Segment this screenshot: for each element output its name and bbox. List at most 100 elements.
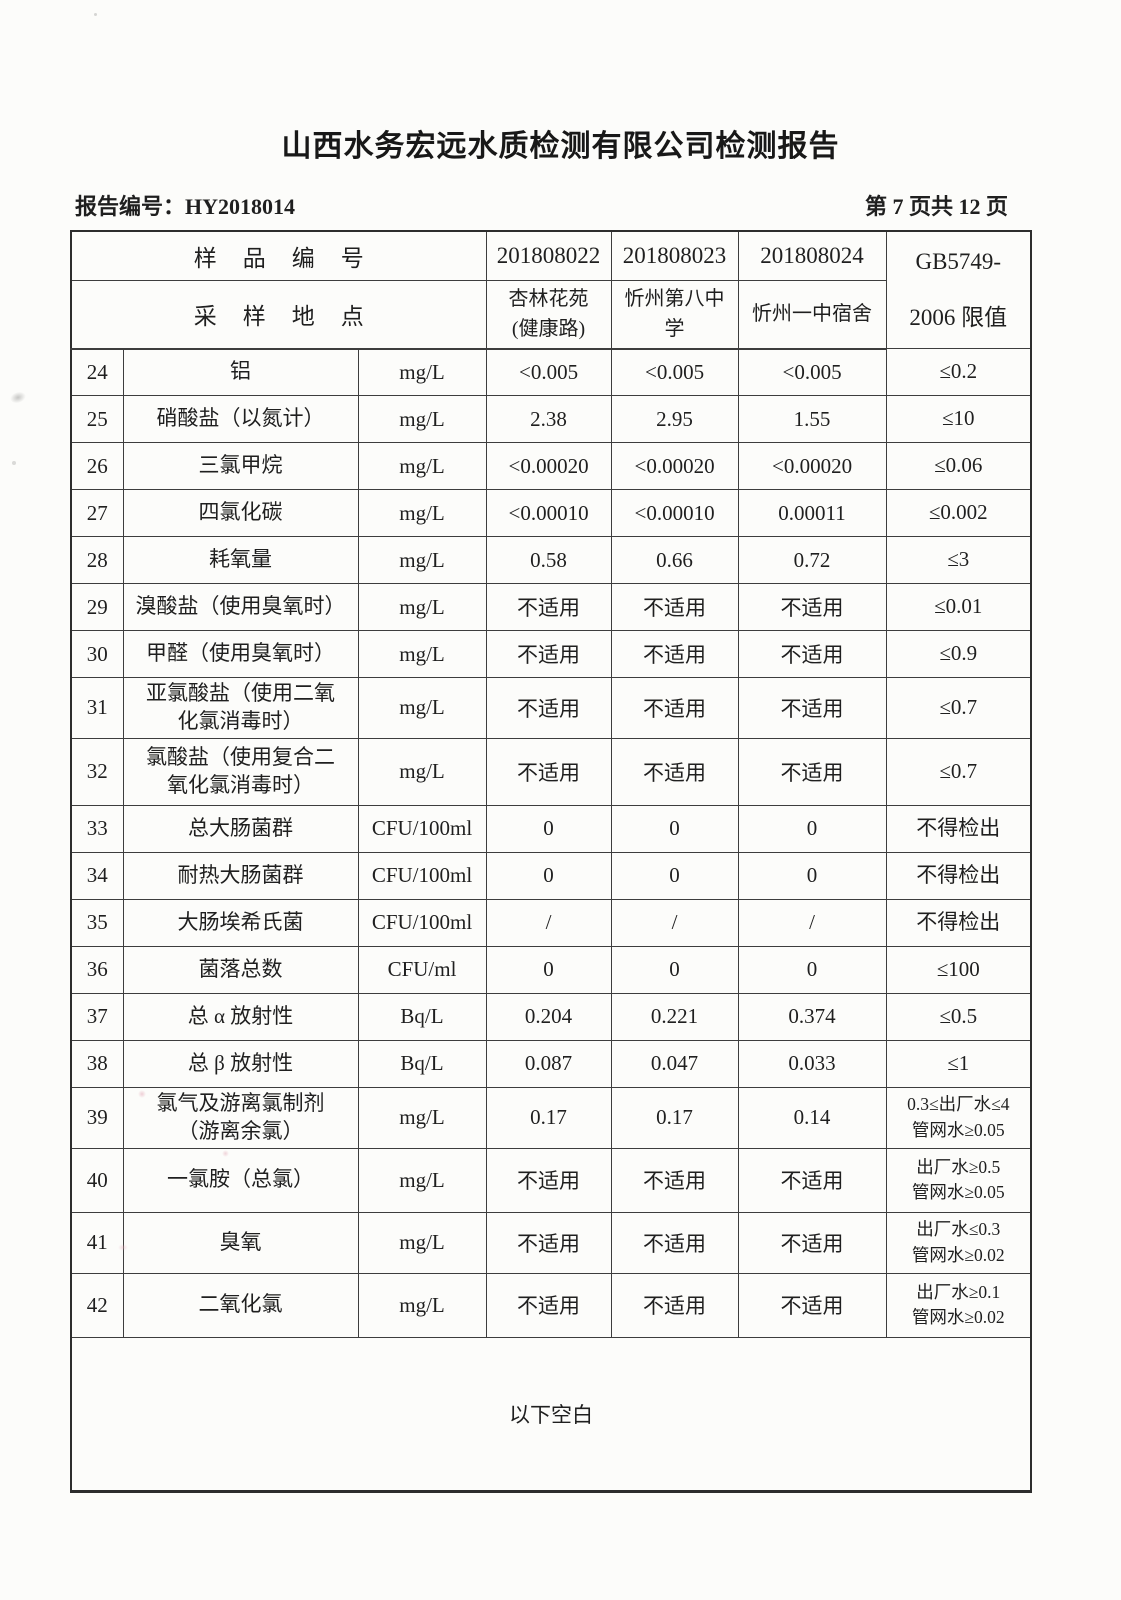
cell-value-1: 0 <box>485 851 612 900</box>
cell-limit: ≤10 <box>885 395 1032 443</box>
cell-value-3: 不适用 <box>737 1147 887 1213</box>
header-site-3: 忻州一中宿舍 <box>737 280 887 350</box>
cell-row-number: 31 <box>70 677 124 739</box>
cell-limit: ≤1 <box>885 1039 1032 1088</box>
cell-item-name: 二氧化氯 <box>122 1272 359 1338</box>
cell-limit: ≤0.5 <box>885 992 1032 1041</box>
table-row: 35 大肠埃希氏菌 CFU/100ml / / / 不得检出 <box>70 898 1032 947</box>
cell-item-name: 铝 <box>122 348 359 396</box>
cell-value-2: 0 <box>610 804 739 853</box>
scan-artifact <box>8 389 28 406</box>
results-table: 样品编号 201808022 201808023 201808024 GB574… <box>70 230 1033 1493</box>
scan-artifact <box>12 461 16 465</box>
cell-unit: mg/L <box>357 630 487 678</box>
cell-value-3: 不适用 <box>737 1211 887 1274</box>
cell-value-2: 0.221 <box>610 992 739 1041</box>
cell-value-2: 0 <box>610 851 739 900</box>
table-row: 39 氯气及游离氯制剂 （游离余氯） mg/L 0.17 0.17 0.14 0… <box>70 1086 1032 1149</box>
cell-value-3: 0 <box>737 945 887 994</box>
cell-unit: mg/L <box>357 536 487 584</box>
cell-limit: ≤0.01 <box>885 583 1032 631</box>
table-row: 42 二氧化氯 mg/L 不适用 不适用 不适用 出厂水≥0.1 管网水≥0.0… <box>70 1272 1032 1338</box>
table-row: 40 一氯胺（总氯） mg/L 不适用 不适用 不适用 出厂水≥0.5 管网水≥… <box>70 1147 1032 1213</box>
cell-row-number: 29 <box>70 583 124 631</box>
cell-value-2: 不适用 <box>610 583 739 631</box>
cell-item-name: 甲醛（使用臭氧时） <box>122 630 359 678</box>
cell-value-1: <0.00020 <box>485 442 612 490</box>
cell-unit: mg/L <box>357 1086 487 1149</box>
cell-unit: mg/L <box>357 348 487 396</box>
table-row: 31 亚氯酸盐（使用二氧 化氯消毒时） mg/L 不适用 不适用 不适用 ≤0.… <box>70 677 1032 739</box>
cell-value-1: 不适用 <box>485 583 612 631</box>
cell-row-number: 34 <box>70 851 124 900</box>
table-row: 29 溴酸盐（使用臭氧时） mg/L 不适用 不适用 不适用 ≤0.01 <box>70 583 1032 631</box>
cell-value-1: 2.38 <box>485 395 612 443</box>
cell-limit: ≤0.2 <box>885 348 1032 396</box>
header-site-2: 忻州第八中学 <box>610 280 739 350</box>
cell-row-number: 35 <box>70 898 124 947</box>
cell-item-name: 三氯甲烷 <box>122 442 359 490</box>
cell-value-3: 不适用 <box>737 1272 887 1338</box>
cell-unit: CFU/ml <box>357 945 487 994</box>
cell-unit: CFU/100ml <box>357 804 487 853</box>
cell-value-1: 不适用 <box>485 630 612 678</box>
header-row-sites: 采样地点 杏林花苑 (健康路) 忻州第八中学 忻州一中宿舍 <box>70 280 1031 350</box>
table-row: 36 菌落总数 CFU/ml 0 0 0 ≤100 <box>70 945 1032 994</box>
cell-row-number: 32 <box>70 737 124 806</box>
cell-value-1: <0.005 <box>485 348 612 396</box>
cell-limit: 0.3≤出厂水≤4 管网水≥0.05 <box>885 1086 1032 1149</box>
cell-value-1: 0.204 <box>485 992 612 1041</box>
cell-row-number: 30 <box>70 630 124 678</box>
cell-value-1: / <box>485 898 612 947</box>
cell-limit: 出厂水≤0.3 管网水≥0.02 <box>885 1211 1032 1274</box>
cell-unit: mg/L <box>357 737 487 806</box>
cell-value-3: 不适用 <box>737 677 887 739</box>
cell-value-1: 0 <box>485 945 612 994</box>
cell-item-name: 菌落总数 <box>122 945 359 994</box>
cell-limit: ≤0.9 <box>885 630 1032 678</box>
cell-value-3: 0 <box>737 851 887 900</box>
cell-row-number: 39 <box>70 1086 124 1149</box>
cell-value-2: 0.17 <box>610 1086 739 1149</box>
header-row-sample-ids: 样品编号 201808022 201808023 201808024 GB574… <box>70 230 1032 349</box>
cell-value-2: 不适用 <box>610 1211 739 1274</box>
header-site-1: 杏林花苑 (健康路) <box>485 280 612 350</box>
table-row: 33 总大肠菌群 CFU/100ml 0 0 0 不得检出 <box>70 804 1032 853</box>
cell-value-1: 0 <box>485 804 612 853</box>
table-row: 24 铝 mg/L <0.005 <0.005 <0.005 ≤0.2 <box>70 348 1032 396</box>
table-row: 32 氯酸盐（使用复合二 氧化氯消毒时） mg/L 不适用 不适用 不适用 ≤0… <box>70 737 1032 806</box>
cell-limit: 不得检出 <box>885 851 1032 900</box>
cell-limit: 不得检出 <box>885 898 1032 947</box>
cell-unit: Bq/L <box>357 992 487 1041</box>
cell-item-name: 氯气及游离氯制剂 （游离余氯） <box>122 1086 359 1149</box>
header-sample-id-2: 201808023 <box>610 230 739 282</box>
cell-row-number: 38 <box>70 1039 124 1088</box>
cell-value-3: 0.033 <box>737 1039 887 1088</box>
cell-value-1: 不适用 <box>485 737 612 806</box>
table-row: 38 总 β 放射性 Bq/L 0.087 0.047 0.033 ≤1 <box>70 1039 1032 1088</box>
cell-row-number: 37 <box>70 992 124 1041</box>
cell-item-name: 氯酸盐（使用复合二 氧化氯消毒时） <box>122 737 359 806</box>
cell-unit: CFU/100ml <box>357 851 487 900</box>
cell-value-2: <0.00020 <box>610 442 739 490</box>
cell-value-2: / <box>610 898 739 947</box>
cell-value-2: 不适用 <box>610 630 739 678</box>
cell-unit: CFU/100ml <box>357 898 487 947</box>
cell-value-1: 不适用 <box>485 1211 612 1274</box>
table-row: 25 硝酸盐（以氮计） mg/L 2.38 2.95 1.55 ≤10 <box>70 395 1032 443</box>
cell-item-name: 大肠埃希氏菌 <box>122 898 359 947</box>
cell-limit: ≤0.06 <box>885 442 1032 490</box>
cell-value-2: 2.95 <box>610 395 739 443</box>
cell-limit: 出厂水≥0.5 管网水≥0.05 <box>885 1147 1032 1213</box>
header-standard-limit: GB5749- 2006 限值 <box>885 230 1032 349</box>
cell-value-3: 1.55 <box>737 395 887 443</box>
cell-unit: mg/L <box>357 395 487 443</box>
cell-limit: ≤0.7 <box>885 677 1032 739</box>
cell-value-2: 0.66 <box>610 536 739 584</box>
cell-value-2: <0.00010 <box>610 489 739 537</box>
cell-item-name: 四氯化碳 <box>122 489 359 537</box>
cell-item-name: 亚氯酸盐（使用二氧 化氯消毒时） <box>122 677 359 739</box>
cell-value-1: 0.087 <box>485 1039 612 1088</box>
table-row: 26 三氯甲烷 mg/L <0.00020 <0.00020 <0.00020 … <box>70 442 1032 490</box>
